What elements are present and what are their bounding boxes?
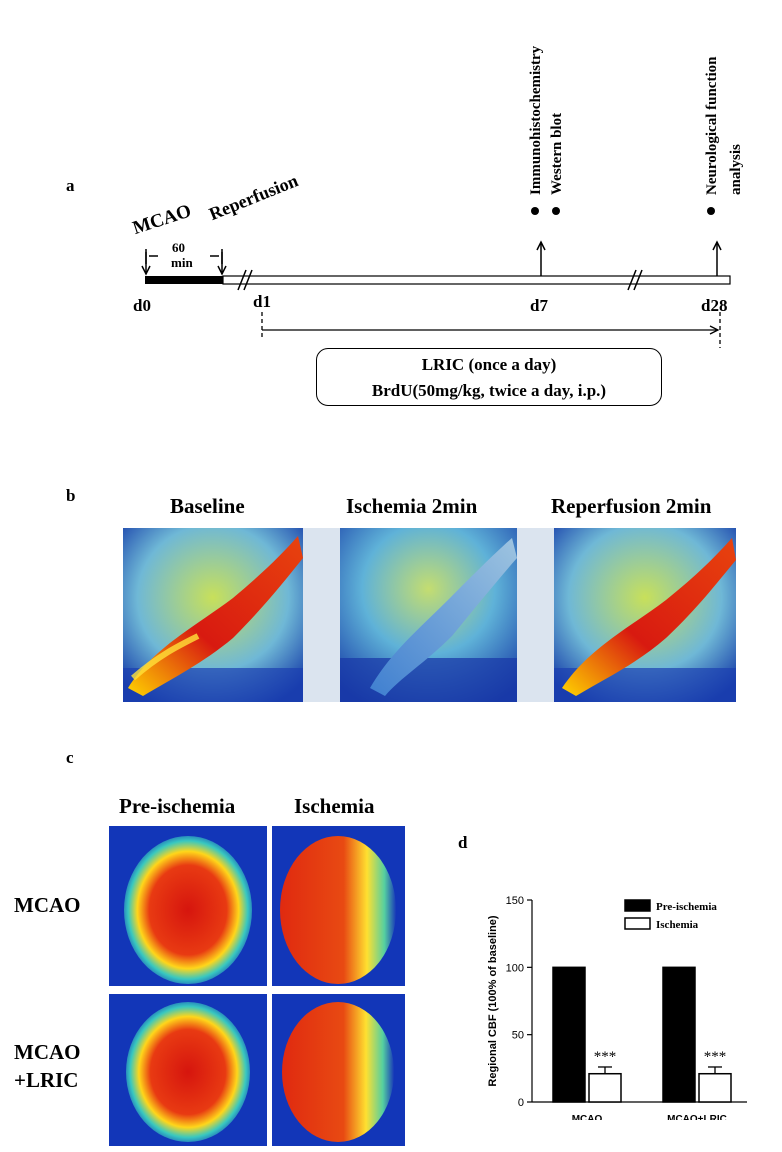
event-analysis: analysis (728, 144, 744, 195)
panel-label-b: b (66, 486, 76, 505)
d7-dot-2 (552, 207, 560, 215)
bar-pre-ischemia (552, 966, 586, 1103)
y-tick-label: 150 (506, 895, 524, 907)
panel-label-d: d (458, 833, 468, 852)
panel-label-c: c (66, 748, 74, 767)
treatment-period-line (261, 312, 721, 348)
brain-image-lric-ischemia (272, 994, 405, 1146)
panel-label-a: a (66, 176, 75, 195)
event-immunohistochemistry: Immunohistochemistry (528, 45, 544, 195)
title-ischemia-2min: Ischemia 2min (346, 494, 478, 518)
day-label-d1: d1 (253, 292, 271, 311)
day-label-d0: d0 (133, 296, 151, 315)
row-label-mcao-lric-2: +LRIC (14, 1068, 79, 1092)
col-title-ischemia: Ischemia (294, 794, 375, 818)
y-tick-label: 50 (512, 1030, 524, 1042)
legend-label: Pre-ischemia (656, 901, 717, 913)
y-tick-label: 0 (518, 1097, 524, 1109)
day-label-d28: d28 (701, 296, 728, 315)
timeline-bar (222, 275, 731, 285)
title-reperfusion-2min: Reperfusion 2min (551, 494, 712, 518)
significance-label: *** (594, 1049, 617, 1065)
image-gap-1 (303, 528, 340, 702)
d28-arrow (712, 240, 722, 276)
reperfusion-arrow (217, 252, 227, 276)
legend-swatch (624, 917, 651, 930)
d28-dot (707, 207, 715, 215)
timeline-diagram (141, 207, 731, 348)
mcao-bar (145, 276, 223, 284)
perfusion-image-ischemia (340, 528, 517, 702)
d7-dot-1 (531, 207, 539, 215)
treatment-line-1: LRIC (once a day) (421, 355, 557, 374)
treatment-line-2: BrdU(50mg/kg, twice a day, i.p.) (371, 381, 607, 400)
y-tick-label: 100 (506, 962, 524, 974)
perfusion-image-baseline (123, 528, 303, 702)
legend-label: Ischemia (656, 919, 699, 931)
event-western-blot: Western blot (549, 112, 565, 195)
brain-image-lric-pre (109, 994, 267, 1146)
duration-value: 60 (172, 240, 185, 255)
bar-pre-ischemia (662, 966, 696, 1103)
category-label: MCAO+LRIC (667, 1114, 727, 1120)
image-gap-2 (517, 528, 554, 702)
cbf-bar-chart: 0 50 100 150 Regional CBF (100% of baseline)… (487, 895, 747, 1120)
mcao-arrow (141, 252, 151, 276)
title-baseline: Baseline (170, 494, 245, 518)
perfusion-image-reperfusion (554, 528, 736, 702)
day-label-d7: d7 (530, 296, 548, 315)
category-label: MCAO (572, 1114, 603, 1120)
brain-image-mcao-pre (109, 826, 267, 986)
legend-swatch (624, 899, 651, 912)
break-mark-1 (237, 269, 253, 291)
y-axis-label: Regional CBF (100% of baseline) (487, 915, 499, 1086)
brain-image-mcao-ischemia (272, 826, 405, 986)
row-label-mcao: MCAO (14, 893, 81, 917)
event-neurological-function: Neurological function (704, 56, 720, 195)
treatment-box: LRIC (once a day) BrdU(50mg/kg, twice a … (316, 348, 662, 406)
d7-arrow (536, 240, 546, 276)
duration-unit: min (171, 255, 193, 270)
break-mark-2 (627, 269, 643, 291)
row-label-mcao-lric-1: MCAO (14, 1040, 81, 1064)
bar-ischemia (588, 1072, 622, 1103)
significance-label: *** (704, 1049, 727, 1065)
bar-ischemia (698, 1072, 732, 1103)
col-title-pre-ischemia: Pre-ischemia (119, 794, 236, 818)
